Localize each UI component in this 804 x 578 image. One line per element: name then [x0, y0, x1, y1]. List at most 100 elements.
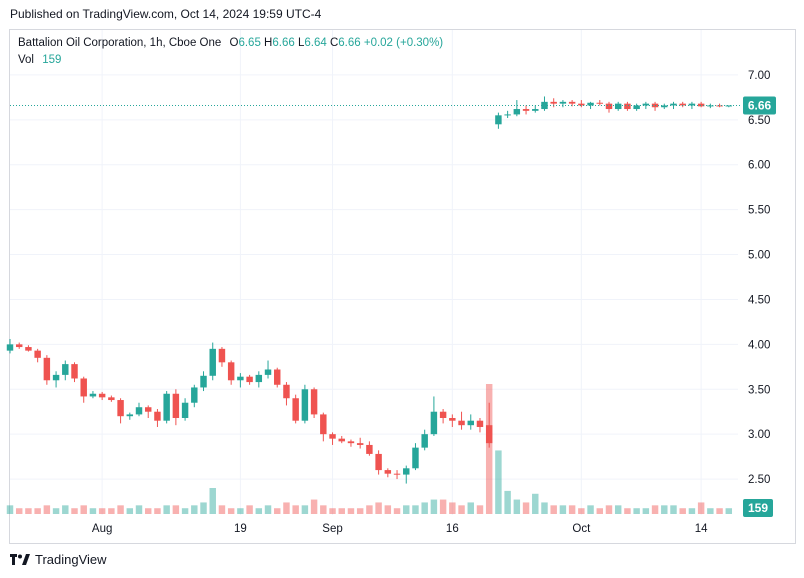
candle-body	[375, 453, 382, 471]
x-axis: Aug 19 Sep 16 Oct 14	[92, 523, 708, 535]
candle-body	[550, 101, 557, 104]
volume-bar	[605, 505, 613, 514]
candle-body	[80, 378, 87, 397]
x-tick-label: Aug	[92, 523, 112, 535]
legend-o-label: O	[229, 37, 239, 49]
volume-bar	[283, 502, 290, 514]
footer-branding[interactable]: TradingView	[10, 552, 107, 567]
volume-bar	[707, 508, 714, 514]
legend-change: +0.02 (+0.30%)	[363, 37, 444, 49]
grid	[10, 30, 738, 515]
volume-bar	[356, 508, 364, 514]
candle-body	[117, 400, 124, 417]
volume-bar	[384, 505, 392, 514]
volume-bar	[126, 508, 134, 514]
volume-bar	[246, 505, 253, 514]
candle-body	[642, 103, 650, 106]
volume-bar	[661, 505, 668, 514]
candle-body	[135, 407, 143, 415]
volume-bar	[495, 450, 502, 514]
candle-body	[467, 420, 474, 426]
legend-low: 6.64	[304, 37, 327, 49]
candle-body	[679, 103, 686, 106]
legend-row-volume: Vol 159	[18, 52, 443, 69]
candle-body	[310, 389, 318, 415]
volume-bar	[237, 508, 244, 514]
tradingview-logo-icon	[10, 553, 30, 565]
volume-bar	[163, 505, 170, 514]
volume-bar	[476, 505, 484, 514]
candle-body	[633, 105, 640, 110]
candle-body	[301, 389, 309, 421]
volume-bar	[310, 499, 318, 514]
candle-body	[532, 109, 539, 111]
candle-body	[255, 374, 263, 383]
volume-bar	[430, 499, 438, 514]
candle-body	[449, 418, 456, 421]
candle-body	[559, 101, 567, 104]
last-volume-badge	[743, 499, 773, 517]
volume-bar	[135, 505, 143, 514]
volume-bar	[347, 508, 355, 514]
volume-bar	[264, 505, 272, 514]
candle-body	[522, 109, 530, 111]
candle-body	[15, 344, 23, 348]
volume-bar	[366, 505, 373, 514]
volume-bar	[43, 505, 51, 514]
footer-brand-name: TradingView	[35, 552, 107, 567]
legend-c-label: C	[329, 37, 339, 49]
last-price-label: 6.66	[748, 98, 772, 112]
volume-bar	[117, 505, 124, 514]
x-tick-label: 16	[446, 523, 459, 535]
y-tick-label: 4.00	[748, 339, 770, 351]
y-tick-label: 5.50	[748, 205, 770, 217]
candle-body	[200, 375, 207, 388]
volume-bar	[578, 508, 585, 514]
legend-close: 6.66	[338, 37, 361, 49]
candle-body	[126, 414, 134, 417]
volume-bar	[98, 508, 106, 514]
candle-body	[52, 374, 60, 381]
candle-body	[421, 434, 428, 448]
candle-body	[237, 376, 244, 381]
volume-bar	[412, 505, 419, 514]
y-tick-label: 3.50	[748, 384, 770, 396]
x-tick-label: Oct	[572, 523, 591, 535]
candle-body	[145, 407, 152, 412]
candle-body	[172, 393, 180, 418]
volume-bar	[651, 505, 659, 514]
volume-bar	[62, 505, 69, 514]
candle-body	[495, 115, 502, 125]
volume-bar	[624, 508, 631, 514]
candle-body	[485, 425, 493, 444]
y-tick-label: 2.50	[748, 474, 770, 486]
volume-bar	[15, 508, 23, 514]
volume-bar	[301, 505, 309, 514]
candle-body	[108, 397, 115, 401]
chart-frame[interactable]	[9, 29, 796, 544]
volume-bar	[71, 508, 78, 514]
legend-h-label: H	[264, 37, 273, 49]
candle-body	[34, 350, 41, 358]
volume-bar	[25, 508, 32, 514]
volume-bar	[725, 508, 733, 514]
x-tick-label: 14	[695, 523, 708, 535]
volume-bars	[6, 384, 733, 514]
candle-body	[661, 105, 668, 108]
volume-bar	[614, 505, 622, 514]
last-price-marker: 6.66 159	[10, 96, 776, 517]
candles	[6, 96, 733, 484]
y-tick-label: 4.50	[748, 294, 770, 306]
volume-bar	[642, 508, 650, 514]
candle-body	[25, 347, 32, 351]
candle-body	[403, 468, 410, 475]
volume-bar	[596, 508, 603, 514]
volume-bar	[568, 505, 576, 514]
published-line: Published on TradingView.com, Oct 14, 20…	[10, 7, 322, 21]
candle-body	[218, 348, 226, 363]
volume-bar	[550, 505, 557, 514]
candle-body	[163, 393, 170, 421]
candle-body	[614, 103, 622, 110]
legend-symbol: Battalion Oil Corporation, 1h, Cboe One	[18, 37, 222, 49]
